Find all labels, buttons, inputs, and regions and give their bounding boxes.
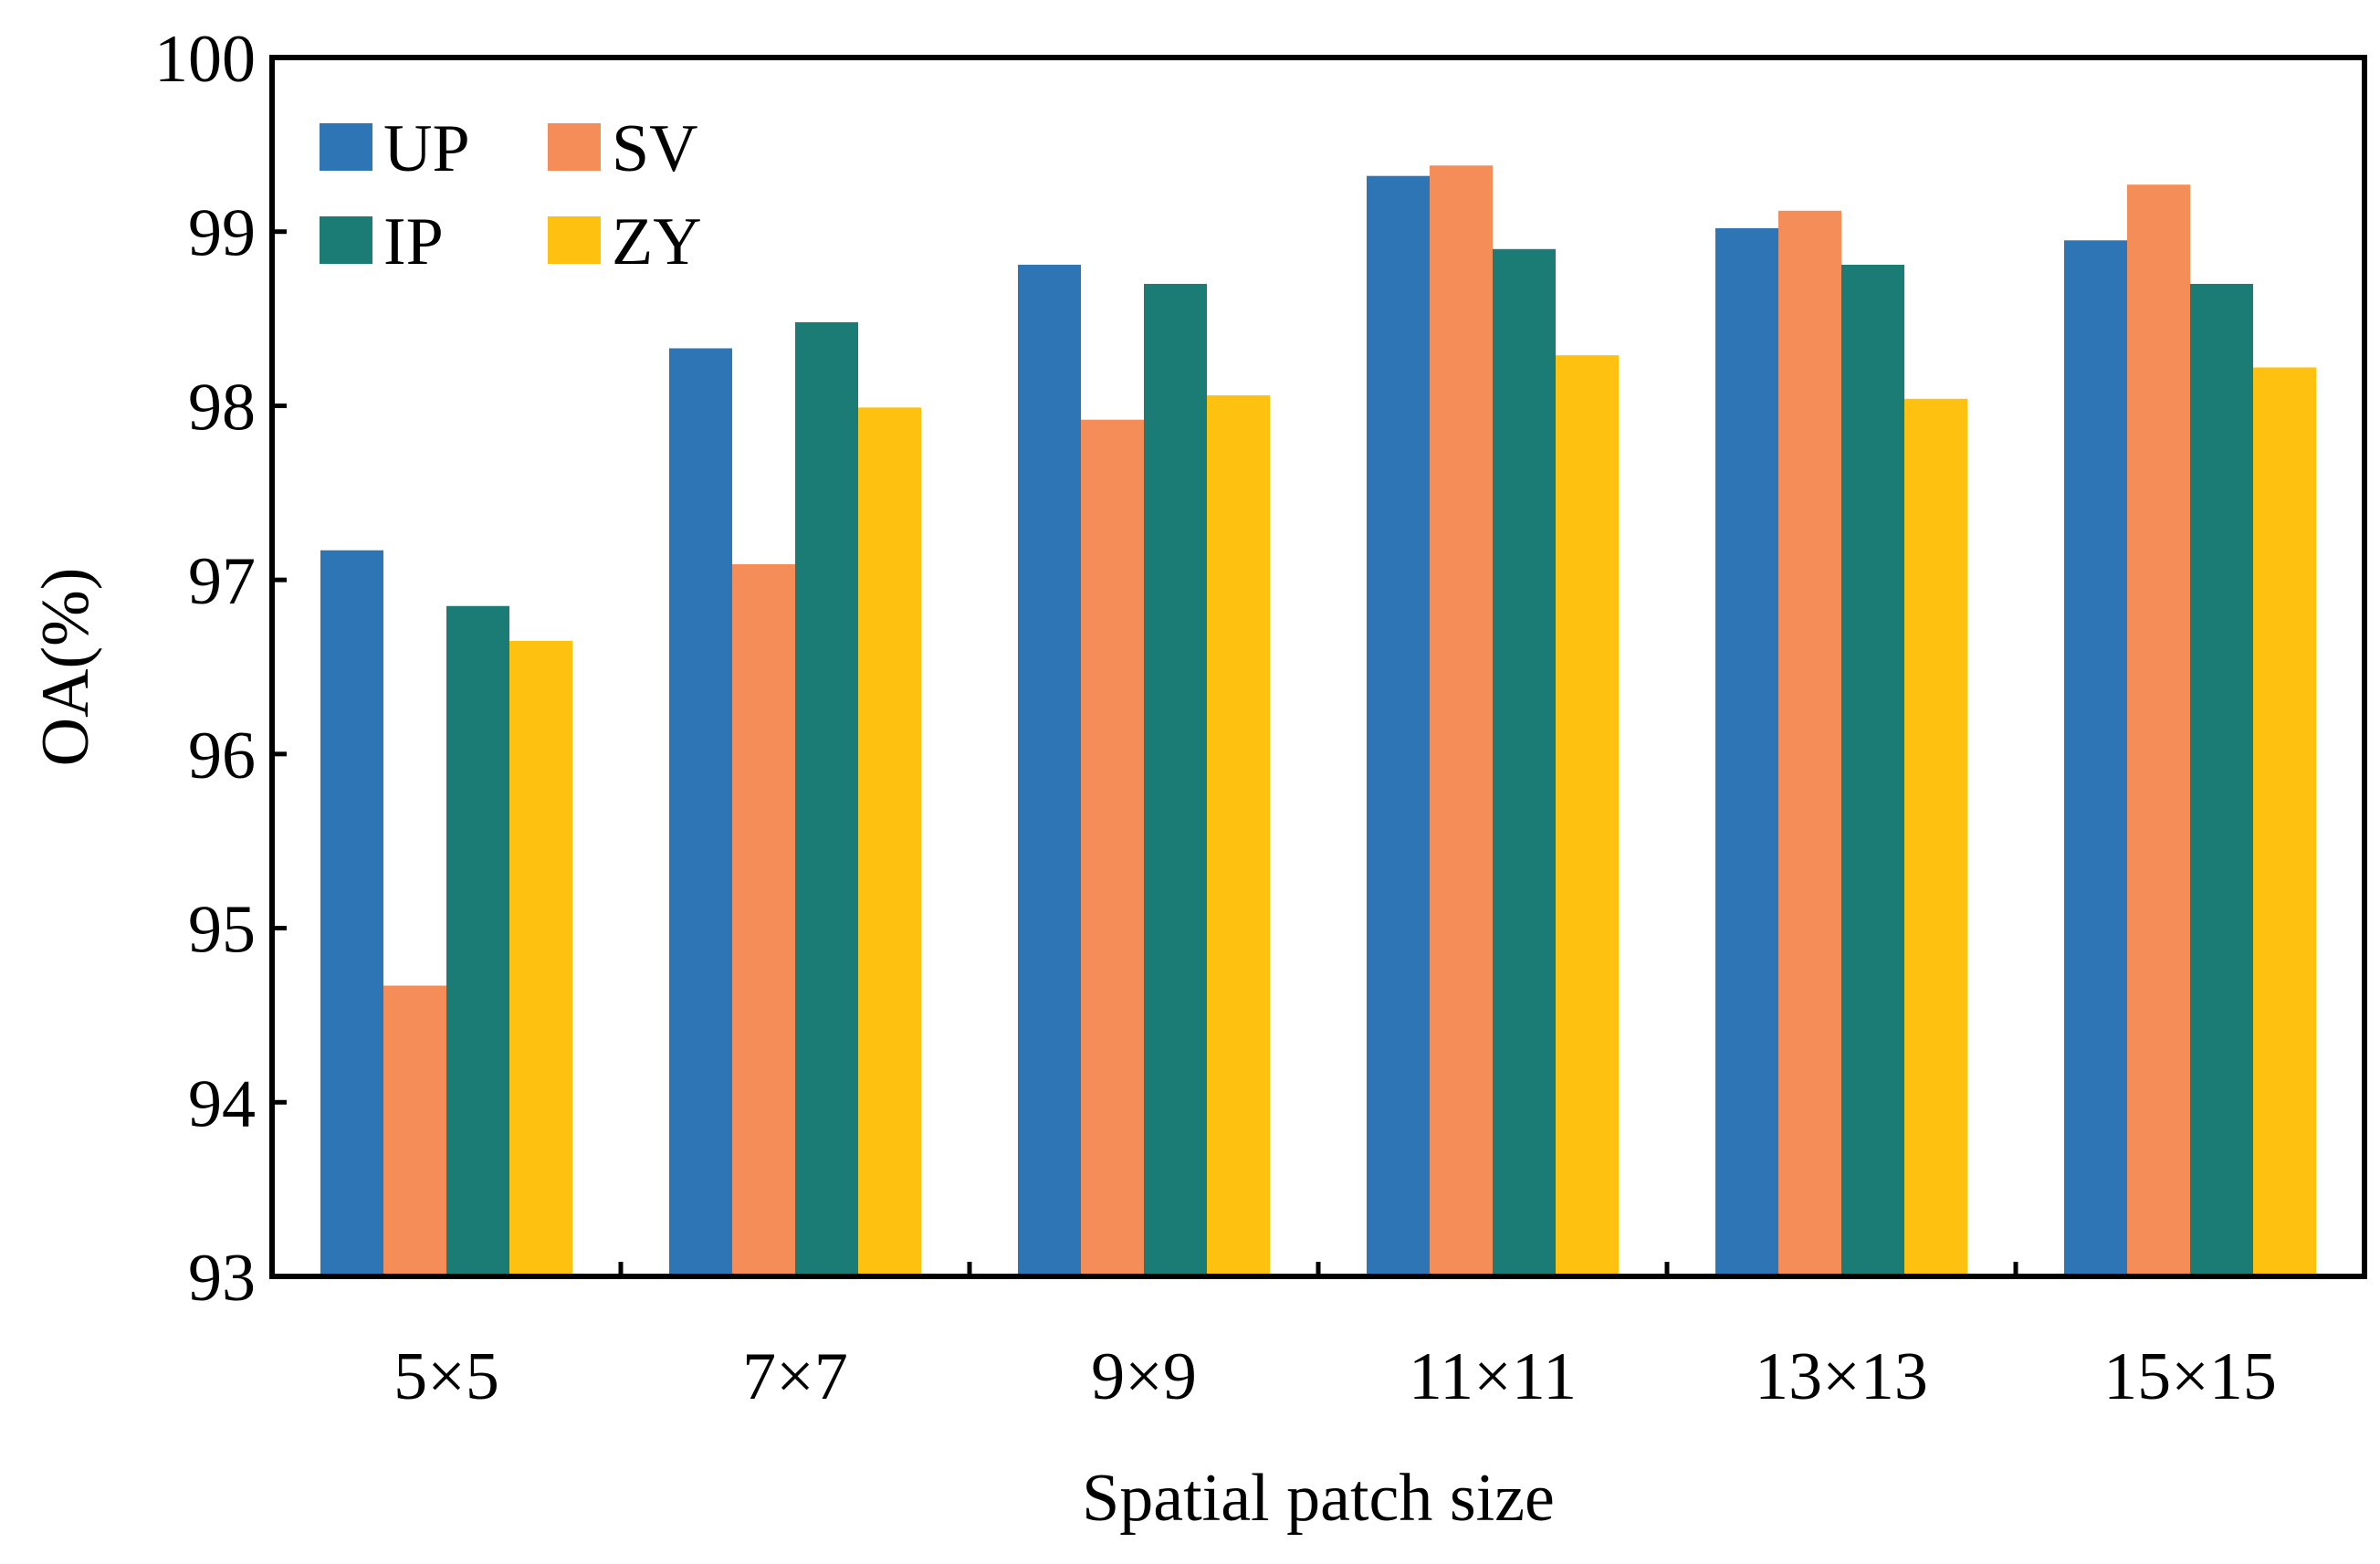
bars-group — [320, 165, 2316, 1277]
y-axis-ticks: 93 94 95 96 97 98 99 100 — [154, 22, 287, 1316]
legend-label-sv: SV — [612, 111, 698, 186]
legend-swatch-sv — [548, 123, 601, 171]
legend-label-up: UP — [383, 111, 470, 186]
bar-ip-2 — [1144, 283, 1207, 1276]
bar-ip-1 — [795, 321, 858, 1276]
y-tick-label: 93 — [188, 1241, 256, 1316]
y-tick-label: 98 — [188, 370, 256, 445]
plot-area-frame — [269, 55, 2367, 1279]
legend-label-zy: ZY — [612, 205, 702, 279]
bar-zy-1 — [858, 407, 921, 1277]
x-tick-label: 5×5 — [393, 1339, 499, 1414]
x-axis-ticks: 5×5 7×7 9×9 11×11 13×13 15×15 — [393, 1262, 2277, 1414]
x-tick-label: 11×11 — [1409, 1339, 1577, 1414]
legend: UP SV IP ZY — [320, 111, 702, 279]
bar-sv-0 — [383, 985, 446, 1276]
bar-up-1 — [669, 348, 732, 1276]
bar-sv-3 — [1430, 165, 1493, 1276]
bar-up-2 — [1018, 264, 1081, 1277]
bar-up-4 — [1715, 227, 1778, 1276]
bar-ip-3 — [1493, 248, 1556, 1277]
y-tick-label: 97 — [188, 544, 256, 619]
y-tick-label: 94 — [188, 1066, 256, 1141]
legend-swatch-up — [320, 123, 372, 171]
x-axis-title: Spatial patch size — [1082, 1461, 1555, 1536]
x-tick-label: 9×9 — [1091, 1339, 1197, 1414]
bar-zy-4 — [1904, 398, 1967, 1276]
x-tick-label: 13×13 — [1755, 1339, 1928, 1414]
y-axis-title: OA(%) — [28, 568, 103, 767]
y-tick-label: 95 — [188, 893, 256, 968]
bar-sv-5 — [2127, 184, 2190, 1276]
y-tick-label: 96 — [188, 719, 256, 793]
bar-zy-3 — [1556, 355, 1619, 1276]
bar-up-5 — [2064, 240, 2127, 1276]
bar-ip-0 — [446, 605, 509, 1276]
y-tick-label: 99 — [188, 196, 256, 271]
x-tick-label: 15×15 — [2103, 1339, 2277, 1414]
legend-label-ip: IP — [383, 205, 444, 279]
bar-zy-5 — [2253, 367, 2316, 1276]
bar-ip-4 — [1841, 264, 1904, 1277]
bar-sv-2 — [1081, 419, 1144, 1277]
bar-sv-4 — [1778, 210, 1841, 1276]
y-tick-label: 100 — [154, 22, 256, 97]
bar-up-3 — [1367, 175, 1430, 1277]
legend-swatch-ip — [320, 216, 372, 264]
bar-sv-1 — [732, 563, 795, 1276]
bar-zy-2 — [1207, 394, 1270, 1276]
bar-ip-5 — [2190, 283, 2253, 1276]
bar-zy-0 — [509, 640, 572, 1276]
x-tick-label: 7×7 — [742, 1339, 848, 1414]
legend-swatch-zy — [548, 216, 601, 264]
bar-up-0 — [320, 550, 383, 1276]
